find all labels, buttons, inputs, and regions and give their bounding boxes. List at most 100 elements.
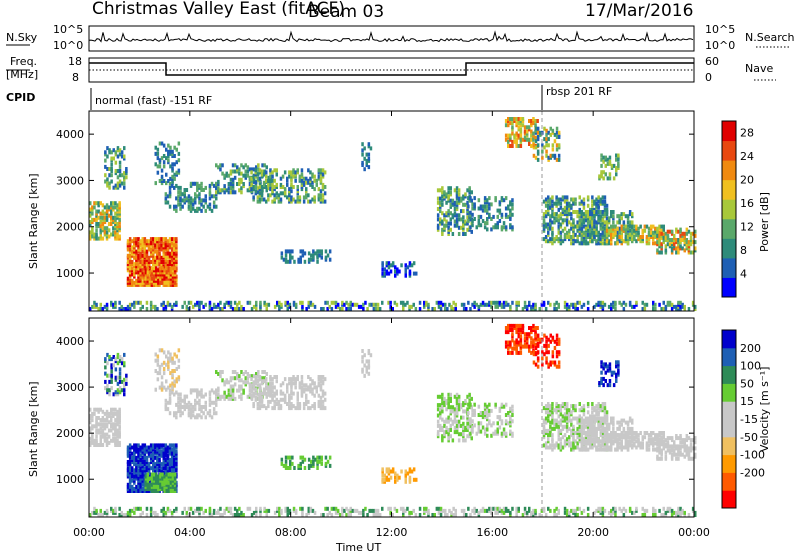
power-cell bbox=[143, 239, 147, 244]
power-cell bbox=[469, 210, 472, 215]
power-cell bbox=[104, 150, 107, 155]
velocity-cell bbox=[525, 344, 529, 349]
power-cell bbox=[321, 174, 325, 179]
velocity-cell bbox=[328, 455, 332, 460]
power-cell bbox=[620, 212, 624, 217]
power-cell bbox=[603, 214, 607, 219]
velocity-cell bbox=[457, 423, 461, 428]
velocity-cell bbox=[453, 425, 457, 430]
velocity-cell bbox=[260, 395, 264, 400]
velocity-cell bbox=[112, 407, 115, 412]
velocity-cell bbox=[171, 356, 174, 361]
velocity-cell bbox=[457, 405, 461, 410]
velocity-cell bbox=[447, 396, 450, 401]
power-cell bbox=[345, 300, 348, 305]
power-cell bbox=[602, 176, 605, 181]
power-cell bbox=[423, 300, 426, 305]
power-cell bbox=[167, 274, 171, 279]
power-cell bbox=[559, 222, 563, 227]
power-cell bbox=[511, 131, 514, 136]
velocity-cell bbox=[441, 438, 444, 443]
power-cell bbox=[126, 276, 130, 281]
power-cell bbox=[597, 235, 600, 239]
power-cell bbox=[615, 166, 618, 170]
power-cell bbox=[601, 201, 605, 206]
velocity-cell bbox=[126, 468, 130, 473]
power-cell bbox=[462, 202, 465, 207]
power-cell bbox=[261, 163, 264, 168]
velocity-cell bbox=[128, 470, 132, 475]
power-cell bbox=[103, 304, 107, 309]
power-cell bbox=[490, 300, 493, 305]
power-ylabel: Slant Range [km] bbox=[27, 173, 40, 269]
power-cell bbox=[643, 224, 647, 229]
power-cell bbox=[279, 182, 283, 187]
velocity-cell bbox=[436, 419, 440, 424]
velocity-cell bbox=[289, 459, 292, 464]
velocity-cell bbox=[244, 370, 248, 374]
power-cell bbox=[408, 269, 412, 274]
velocity-cell bbox=[318, 459, 321, 464]
power-cell bbox=[165, 270, 169, 275]
velocity-cell bbox=[457, 394, 461, 399]
power-cell bbox=[141, 253, 145, 258]
power-cell bbox=[685, 238, 689, 242]
power-cell bbox=[225, 188, 229, 193]
power-cell bbox=[152, 253, 155, 258]
power-cell bbox=[137, 262, 140, 267]
power-cell bbox=[626, 214, 630, 219]
velocity-cell bbox=[158, 464, 161, 469]
power-cell bbox=[620, 216, 624, 221]
power-cell bbox=[565, 203, 569, 208]
power-cell bbox=[238, 188, 241, 193]
velocity-cell bbox=[271, 385, 274, 390]
power-cell bbox=[89, 236, 92, 241]
power-cell bbox=[612, 228, 615, 233]
velocity-cell bbox=[168, 443, 172, 448]
velocity-cell bbox=[447, 405, 450, 410]
power-cell bbox=[271, 189, 274, 194]
velocity-cell bbox=[163, 474, 166, 479]
velocity-cell bbox=[156, 443, 159, 448]
power-cell bbox=[173, 185, 176, 190]
velocity-cell bbox=[312, 459, 315, 464]
velocity-cell bbox=[261, 370, 264, 374]
power-cell bbox=[164, 251, 168, 256]
power-cell bbox=[173, 270, 177, 275]
power-cell bbox=[173, 272, 177, 277]
power-cell bbox=[160, 247, 163, 252]
velocity-cell bbox=[152, 468, 155, 473]
velocity-cell bbox=[555, 341, 559, 346]
power-cell bbox=[97, 203, 100, 208]
power-cell bbox=[607, 220, 611, 225]
power-cell bbox=[181, 192, 184, 197]
power-cell bbox=[103, 220, 107, 224]
power-cell bbox=[273, 193, 276, 198]
velocity-cell bbox=[148, 484, 152, 489]
power-cell bbox=[523, 137, 527, 142]
power-cell bbox=[637, 237, 640, 242]
velocity-cell bbox=[123, 363, 126, 368]
power-cell bbox=[406, 300, 409, 305]
power-cell bbox=[160, 156, 164, 161]
power-cell bbox=[576, 224, 579, 229]
power-cell bbox=[453, 207, 457, 211]
velocity-cell bbox=[462, 438, 465, 443]
power-cell bbox=[490, 217, 493, 221]
power-cell bbox=[542, 300, 546, 305]
velocity-cell bbox=[126, 470, 130, 475]
power-cell bbox=[256, 199, 260, 204]
power-cell bbox=[507, 139, 510, 144]
power-cell bbox=[578, 226, 582, 231]
velocity-cell bbox=[511, 328, 514, 332]
power-cell bbox=[139, 276, 142, 281]
velocity-cell bbox=[288, 395, 291, 400]
power-cell bbox=[313, 195, 316, 200]
power-cell bbox=[278, 304, 281, 309]
velocity-cell bbox=[439, 415, 442, 420]
power-cell bbox=[565, 232, 569, 237]
power-cell bbox=[559, 241, 563, 246]
velocity-cell bbox=[557, 337, 561, 342]
power-cell bbox=[599, 226, 603, 231]
power-cell bbox=[628, 210, 632, 214]
